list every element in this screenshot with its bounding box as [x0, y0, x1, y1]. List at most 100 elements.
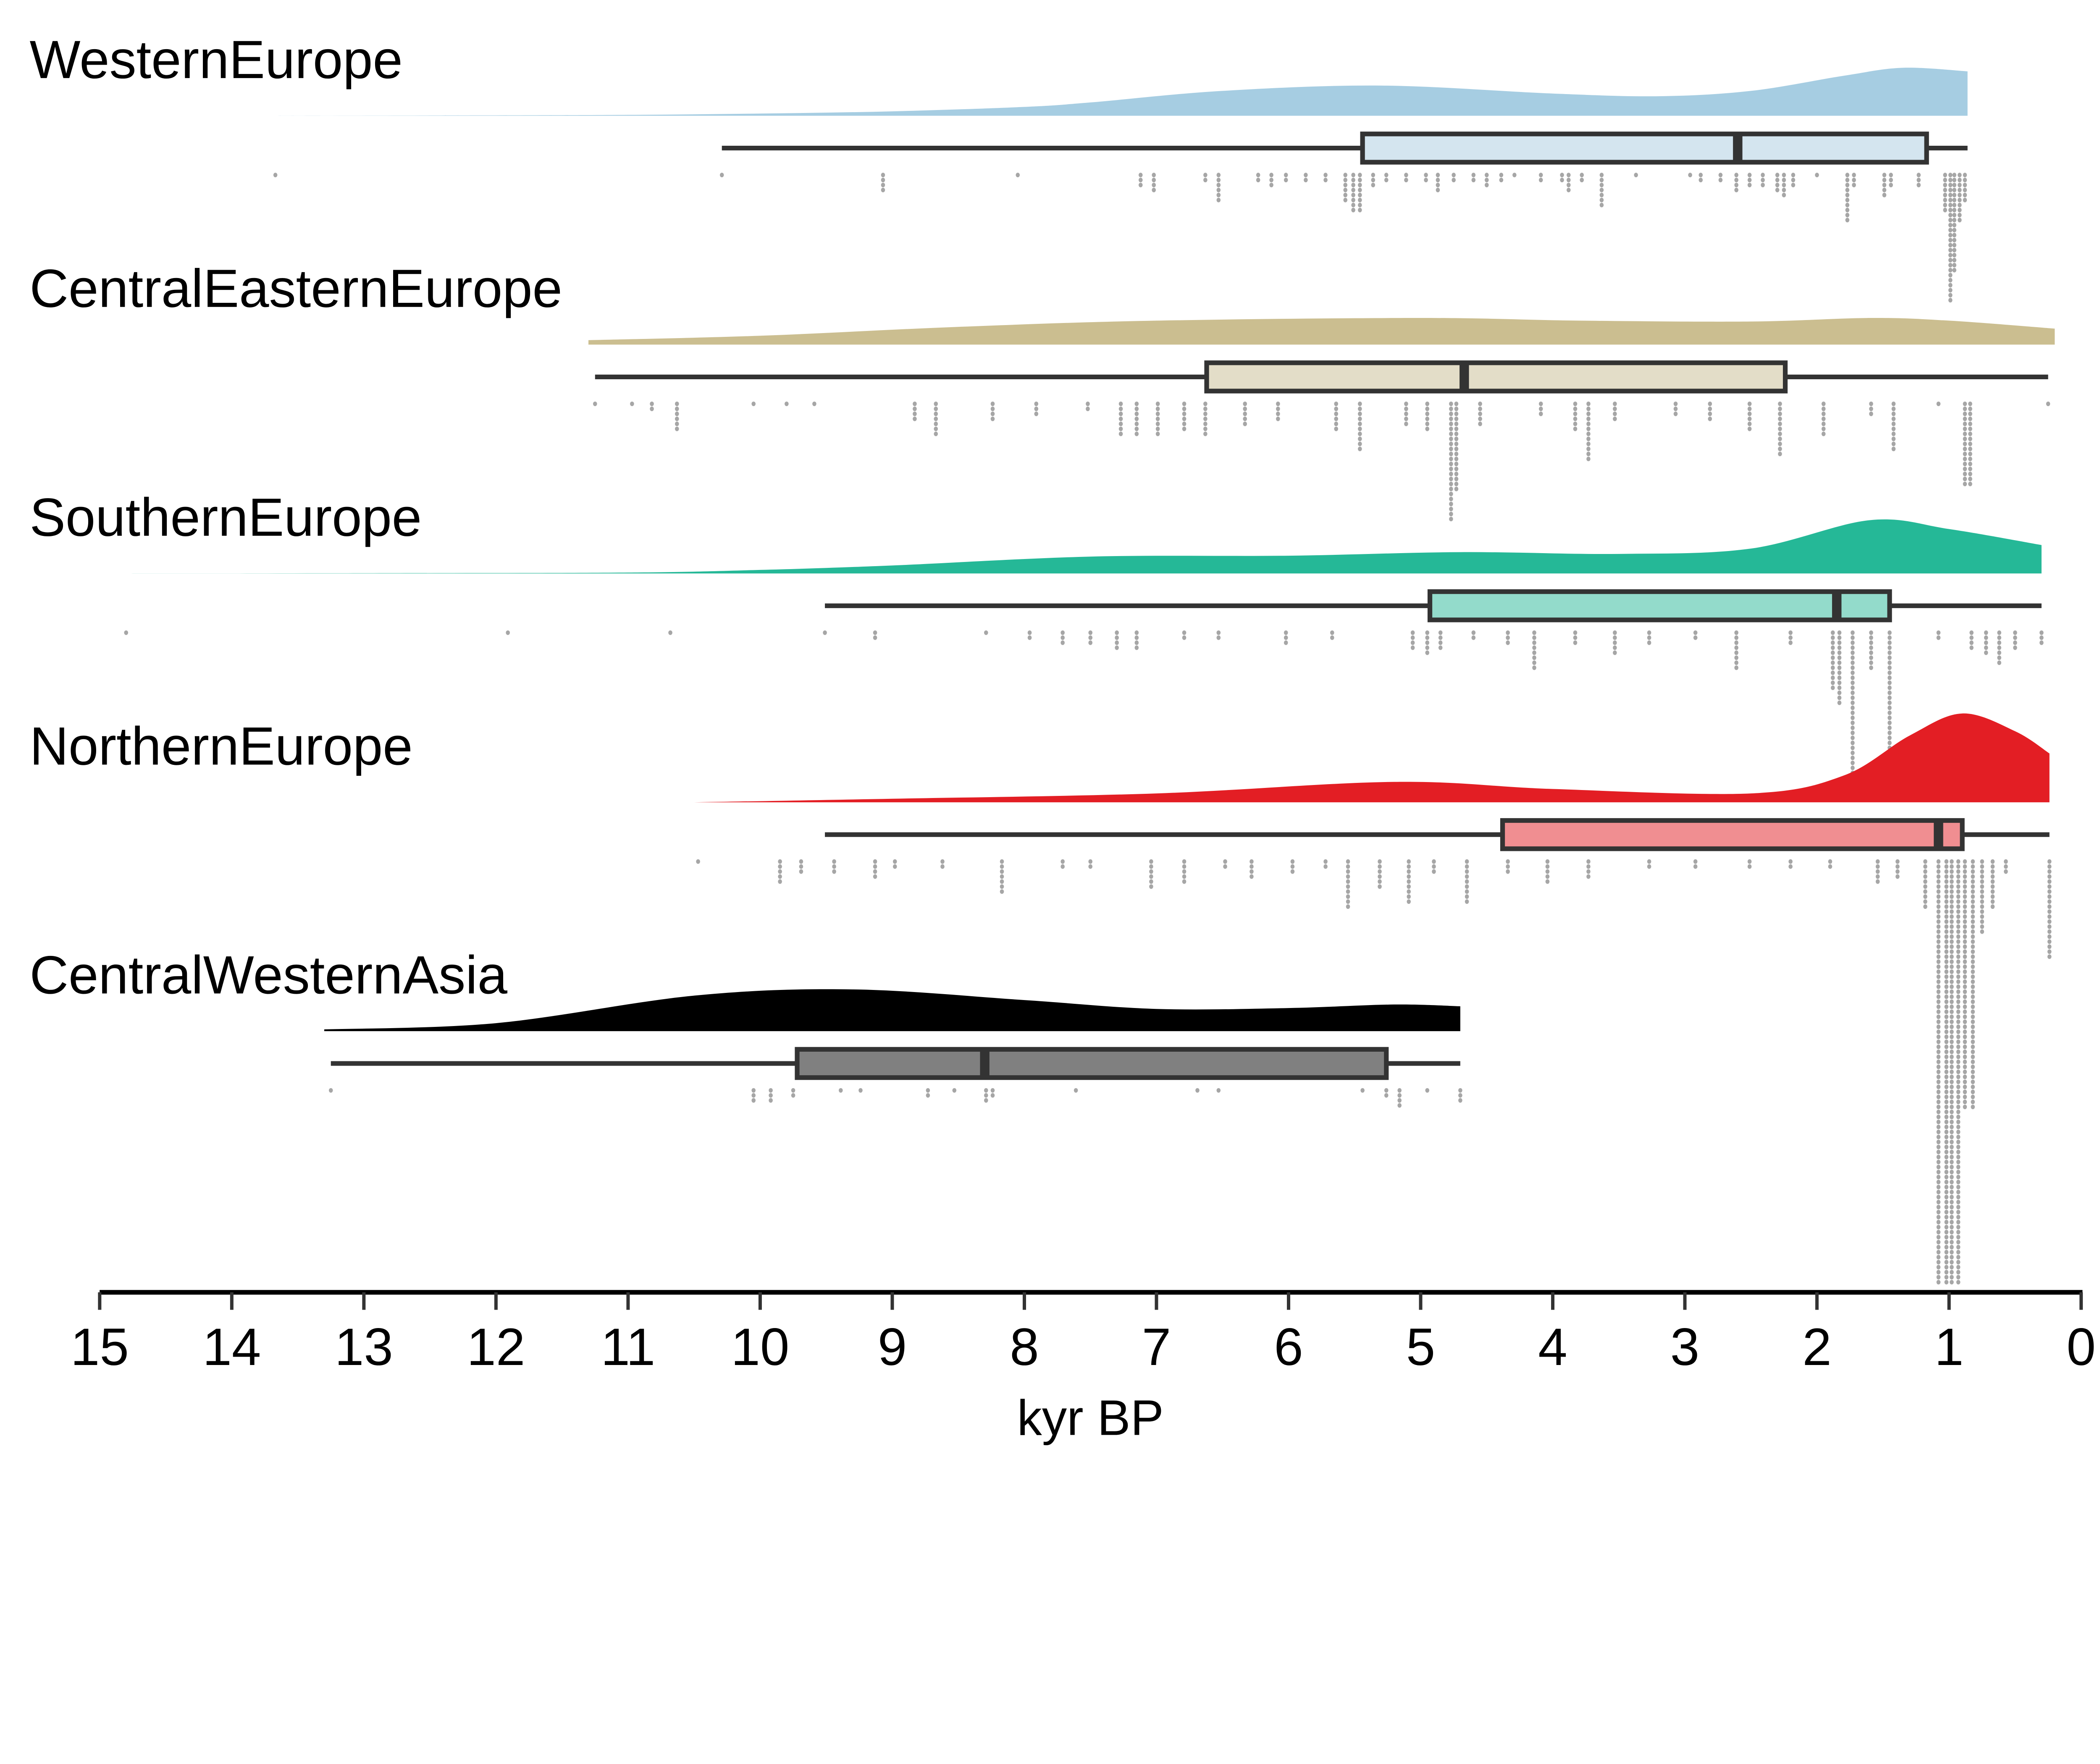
- data-dot: [1950, 904, 1954, 909]
- data-dot: [1449, 481, 1453, 486]
- data-dot: [1775, 178, 1780, 183]
- data-dot: [1449, 496, 1453, 501]
- data-dot: [1963, 879, 1967, 884]
- data-dot: [1000, 864, 1004, 869]
- data-dot: [1950, 1150, 1954, 1155]
- data-dot: [1149, 879, 1153, 884]
- data-dot: [1956, 944, 1961, 949]
- data-dot: [1963, 959, 1967, 964]
- data-dot: [1532, 660, 1536, 665]
- data-dot: [1851, 715, 1855, 720]
- data-dot: [1560, 178, 1564, 183]
- data-dot: [1693, 635, 1698, 640]
- x-tick-label: 3: [1670, 1318, 1700, 1376]
- data-dot: [1956, 1079, 1961, 1084]
- data-dot: [1118, 426, 1123, 431]
- data-dot: [1936, 879, 1941, 884]
- data-dot: [1060, 640, 1065, 645]
- data-dot: [1118, 431, 1123, 436]
- data-dot: [1936, 1034, 1941, 1040]
- data-dot: [1984, 640, 1988, 645]
- data-dot: [1599, 178, 1604, 183]
- data-dot: [1963, 1014, 1967, 1019]
- data-dot: [799, 859, 803, 864]
- data-dot: [1782, 187, 1786, 192]
- data-dot: [1963, 1029, 1967, 1034]
- data-dot: [1944, 904, 1949, 909]
- data-dot: [1182, 859, 1186, 864]
- data-dot: [1956, 979, 1961, 984]
- data-dot: [791, 1093, 795, 1098]
- data-dot: [1944, 1174, 1949, 1179]
- data-dot: [1851, 675, 1855, 680]
- data-dot: [1560, 173, 1564, 178]
- data-dot: [1952, 183, 1956, 187]
- data-dot: [1573, 416, 1578, 421]
- data-dot: [1980, 884, 1984, 889]
- data-dot: [1950, 944, 1954, 949]
- data-dot: [1936, 1150, 1941, 1155]
- data-dot: [1782, 173, 1786, 178]
- data-dot: [1936, 1189, 1941, 1194]
- data-dot: [2013, 635, 2017, 640]
- data-dot: [1284, 178, 1288, 183]
- data-dot: [1134, 426, 1139, 431]
- data-dot: [1378, 879, 1382, 884]
- data-dot: [1845, 192, 1850, 197]
- data-dot: [1454, 441, 1459, 446]
- data-dot: [1948, 273, 1953, 278]
- data-dot: [1216, 197, 1221, 202]
- data-dot: [1432, 864, 1436, 869]
- data-dot: [1330, 635, 1334, 640]
- data-dot: [1223, 859, 1227, 864]
- data-dot: [1250, 874, 1254, 879]
- data-dot: [1673, 407, 1678, 411]
- data-dot: [1182, 869, 1186, 874]
- data-dot: [1155, 416, 1160, 421]
- data-dot: [1580, 173, 1584, 178]
- data-dot: [1968, 476, 1972, 481]
- data-dot: [1944, 1134, 1949, 1139]
- data-dot: [1134, 416, 1139, 421]
- data-dot: [1747, 426, 1752, 431]
- data-dot: [1944, 1235, 1949, 1239]
- data-dot: [1944, 1215, 1949, 1220]
- data-dot: [1454, 467, 1459, 471]
- data-dot: [1950, 1059, 1954, 1064]
- box-iqr: [1360, 131, 1929, 165]
- data-dot: [1708, 407, 1712, 411]
- data-dot: [1831, 635, 1835, 640]
- data-dot: [1950, 969, 1954, 974]
- data-dot: [1478, 421, 1482, 426]
- data-dot: [1484, 183, 1489, 187]
- data-dot: [1693, 864, 1698, 869]
- data-dot: [1449, 416, 1453, 421]
- data-dot: [1963, 1100, 1967, 1105]
- data-dot: [1882, 192, 1887, 197]
- data-dot: [1936, 1250, 1941, 1255]
- data-dot: [1948, 197, 1953, 202]
- group-CentralEasternEurope: CentralEasternEurope: [30, 259, 2055, 522]
- data-dot: [1971, 1074, 1975, 1079]
- data-dot: [1956, 1200, 1961, 1205]
- data-dot: [1118, 416, 1123, 421]
- data-dot: [1304, 173, 1308, 178]
- data-dot: [1956, 1064, 1961, 1069]
- data-dot: [1956, 874, 1961, 879]
- data-dot: [1404, 178, 1408, 183]
- data-dot: [1791, 183, 1796, 187]
- data-dot: [1944, 1144, 1949, 1150]
- data-dot: [984, 1088, 988, 1093]
- data-dot: [1734, 665, 1739, 670]
- data-dot: [1963, 989, 1967, 994]
- data-dot: [1936, 1139, 1941, 1144]
- data-dot: [1182, 407, 1186, 411]
- data-dot: [1971, 974, 1975, 979]
- data-dot: [675, 411, 679, 416]
- data-dot: [1943, 202, 1947, 207]
- data-dot: [1586, 452, 1591, 457]
- data-dot: [1990, 899, 1995, 904]
- data-dot: [1963, 984, 1967, 989]
- data-dot: [1454, 402, 1459, 406]
- data-dot: [1936, 1089, 1941, 1095]
